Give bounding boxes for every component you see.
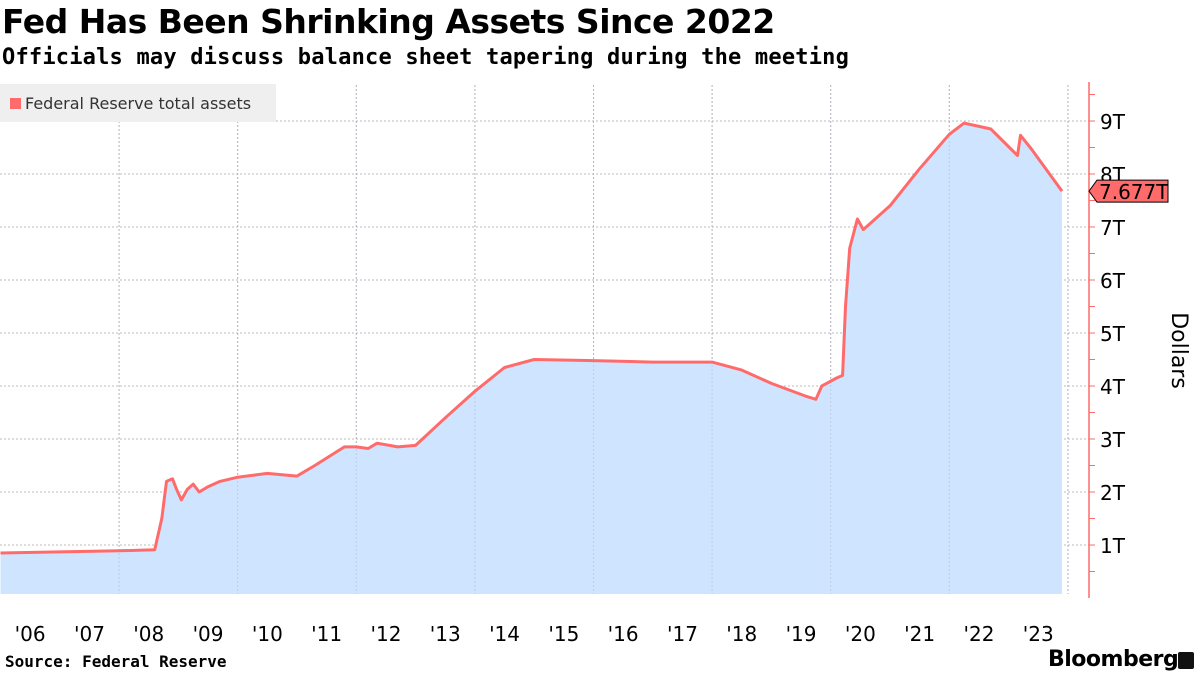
last-value-label: 7.677T: [1099, 180, 1169, 204]
y-tick-label: 3T: [1100, 428, 1126, 452]
series-line: [0, 121, 1064, 555]
y-tick-label: 1T: [1100, 534, 1126, 558]
x-tick-label: '20: [845, 622, 876, 646]
y-tick-label: 2T: [1100, 481, 1126, 505]
x-tick-label: '14: [489, 622, 520, 646]
x-tick-label: '18: [726, 622, 757, 646]
legend: Federal Reserve total assets: [0, 84, 276, 122]
area-fill: [0, 123, 1062, 594]
last-value-tag: [1088, 179, 1169, 203]
x-tick-label: '16: [608, 622, 639, 646]
x-tick-label: '13: [430, 622, 461, 646]
x-tick-label: '21: [904, 622, 935, 646]
brand-logo: Bloomberg: [1048, 647, 1179, 672]
bloomberg-chart-icon: [1178, 652, 1194, 669]
y-tick-label: 6T: [1100, 269, 1126, 293]
x-tick-label: '15: [548, 622, 579, 646]
x-tick-label: '08: [133, 622, 164, 646]
x-tick-label: '06: [15, 622, 46, 646]
y-tick-label: 5T: [1100, 322, 1126, 346]
x-tick-label: '17: [667, 622, 698, 646]
y-axis-label: Dollars: [1165, 312, 1191, 389]
x-tick-label: '19: [786, 622, 817, 646]
y-tick-label: 9T: [1100, 110, 1126, 134]
x-tick-label: '22: [963, 622, 994, 646]
y-tick-label: 4T: [1100, 375, 1126, 399]
legend-swatch: [10, 97, 21, 109]
x-tick-label: '11: [311, 622, 342, 646]
source-note: Source: Federal Reserve: [5, 652, 227, 671]
x-tick-label: '23: [1023, 622, 1054, 646]
chart-title: Fed Has Been Shrinking Assets Since 2022: [2, 2, 775, 41]
y-tick-label: 7T: [1100, 216, 1126, 240]
x-tick-label: '09: [193, 622, 224, 646]
legend-label: Federal Reserve total assets: [25, 93, 252, 113]
x-tick-label: '12: [370, 622, 401, 646]
x-tick-label: '10: [252, 622, 283, 646]
x-tick-label: '07: [74, 622, 105, 646]
chart-subtitle: Officials may discuss balance sheet tape…: [2, 45, 850, 70]
